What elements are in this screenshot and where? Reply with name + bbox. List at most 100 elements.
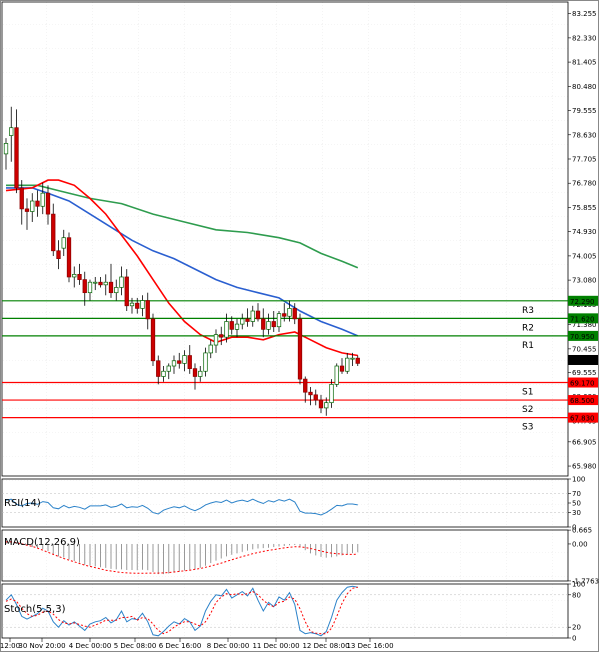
candle-body [345, 357, 350, 372]
x-tick-label: 4 Dec 00:00 [69, 642, 112, 650]
candle-body [282, 313, 287, 317]
candle-body [308, 391, 313, 396]
y-tick-label: 83.255 [572, 10, 597, 18]
current-price-label: 70.030 [570, 357, 595, 365]
y-tick-label: 100 [572, 476, 585, 484]
level-price-label: 67.830 [570, 415, 595, 423]
level-name-s2: S2 [522, 405, 533, 415]
candle-body [182, 355, 187, 364]
candle-body [355, 357, 360, 364]
y-tick-label: 30 [572, 509, 581, 517]
candle-body [166, 365, 171, 372]
candle-body [129, 302, 135, 307]
candle-body [324, 402, 329, 409]
y-tick-label: 78.630 [572, 131, 597, 139]
macd-panel: 0.665 0.00 -1.7763 [1, 527, 599, 585]
stoch-title: Stoch(5,5,3) [4, 604, 66, 615]
current-price-box [568, 354, 598, 365]
y-tick-label: 66.905 [572, 438, 597, 446]
y-tick-label: 65.980 [572, 463, 597, 471]
x-tick-label: 30 Nov 20:00 [18, 642, 65, 650]
candle-body [24, 208, 30, 212]
candle-body [261, 318, 266, 330]
main-panel: 83.255 82.330 81.405 80.480 79.555 78.630 77.7… [1, 1, 598, 477]
candle-body [318, 399, 324, 409]
y-tick-label: 79.555 [572, 107, 597, 115]
level-price-label: 71.620 [570, 315, 595, 323]
candle-body [297, 318, 303, 380]
candle-body [334, 365, 339, 385]
x-tick-label: 13 Dec 16:00 [346, 642, 393, 650]
panel-area [1, 583, 569, 639]
candle-body [103, 281, 108, 286]
candle-body [266, 321, 271, 330]
candle-body [19, 187, 24, 210]
level-price-box [568, 313, 598, 324]
stoch-k-line [5, 585, 358, 637]
stoch-panel: 100 80 20 0 [1, 581, 585, 643]
macd-signal-line [6, 541, 358, 574]
candle-body [98, 281, 103, 286]
y-tick-label: 75.855 [572, 204, 597, 212]
candle-body [313, 394, 318, 401]
y-tick-label: 50 [572, 500, 581, 508]
panel-area [1, 529, 569, 582]
level-name-r1: R1 [522, 341, 534, 351]
level-name-s3: S3 [522, 423, 533, 433]
candle-body [245, 318, 250, 322]
y-tick-label: 0.665 [572, 527, 592, 535]
y-tick-label: 0 [572, 635, 576, 643]
x-tick-label: 5 Dec 08:00 [114, 642, 157, 650]
candle-body [177, 360, 182, 364]
level-price-label: 70.950 [570, 333, 595, 341]
candle-body [240, 318, 245, 325]
candle-body [87, 281, 93, 294]
candle-body [271, 321, 276, 328]
y-tick-label: 70.455 [572, 345, 597, 353]
rsi-title: RSI(14) [4, 498, 41, 509]
y-tick-label: 100 [572, 581, 585, 589]
y-tick-label: 69.555 [572, 369, 597, 377]
y-tick-label: 73.080 [572, 277, 597, 285]
x-tick-label: 12:00 [0, 642, 20, 650]
candle-body [156, 360, 161, 377]
candle-body [203, 352, 208, 372]
level-name-r3: R3 [522, 306, 534, 316]
candle-body [224, 321, 229, 338]
candle-body [250, 310, 255, 322]
candle-body [219, 334, 224, 338]
candle-body [198, 370, 203, 377]
level-price-box [568, 377, 598, 388]
candle-body [192, 368, 198, 377]
y-tick-label: 0.00 [572, 540, 588, 548]
candle-body [161, 370, 166, 377]
candle-body [119, 276, 124, 288]
candle-body [66, 237, 72, 278]
level-price-label: 68.500 [570, 397, 595, 405]
ma-slow-line [6, 184, 359, 269]
candle-body [56, 250, 61, 259]
candle-body [229, 321, 234, 330]
candle-body [3, 143, 9, 155]
rsi-line [5, 498, 358, 516]
candle-body [187, 355, 192, 369]
y-tick-label: 80 [572, 591, 581, 599]
y-tick-label: 71.380 [572, 321, 597, 329]
panel-area [1, 478, 569, 528]
y-tick-label: 20 [572, 624, 581, 632]
stoch-d-line [5, 586, 358, 635]
candle-body [150, 318, 156, 362]
candle-body [35, 200, 40, 207]
level-name-r2: R2 [522, 323, 534, 333]
candle-body [135, 302, 140, 309]
candle-body [339, 365, 345, 372]
level-price-box [568, 295, 598, 306]
candle-body [287, 308, 292, 317]
y-tick-label: 80.480 [572, 83, 597, 91]
candle-body [140, 300, 145, 309]
candle-body [171, 360, 177, 367]
candle-body [350, 357, 355, 360]
ma-mid-line [6, 187, 359, 337]
y-tick-label: 82.330 [572, 34, 597, 42]
